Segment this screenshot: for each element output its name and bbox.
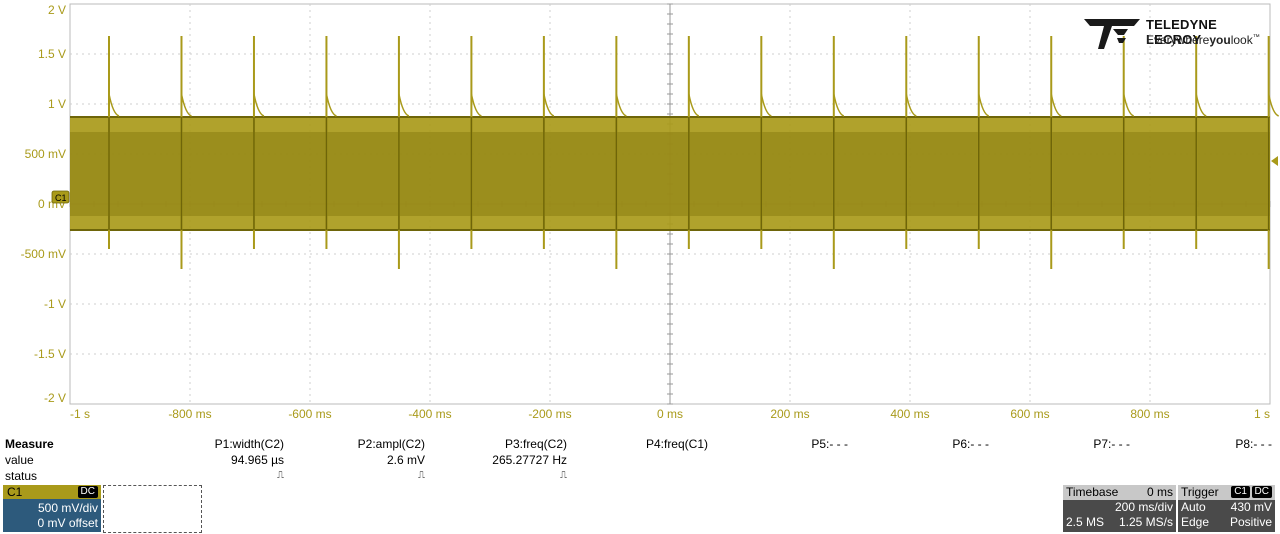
y-tick-label: -1 V [44,297,66,311]
trace-decay [1267,93,1280,117]
brand-tagline: Everywhereyoulook™ [1146,33,1260,47]
y-tick-label: -1.5 V [34,347,66,361]
measure-value-row: value 94.965 µs 2.6 mV 265.27727 Hz [0,452,1280,468]
channel-c1-descriptor[interactable]: C1 DC 500 mV/div 0 mV offset [3,485,101,532]
measure-status-row: status ⎍ ⎍ ⎍ [0,468,1280,484]
param-p2-label[interactable]: P2:ampl(C2) [357,437,425,451]
x-tick-label: -200 ms [528,407,571,421]
trace-decay [1195,93,1207,117]
measure-header-row: Measure P1:width(C2) P2:ampl(C2) P3:freq… [0,436,1280,452]
param-p4-label[interactable]: P4:freq(C1) [645,437,708,451]
param-p1-label[interactable]: P1:width(C2) [214,437,284,451]
trace-decay [1122,93,1135,117]
trace-decay [978,93,990,117]
param-p1-value: 94.965 µs [231,453,284,467]
trigger-type: Edge [1181,515,1210,529]
param-p5-label[interactable]: P5:- - - [811,437,848,451]
trigger-title: Trigger [1181,485,1219,499]
y-tick-label: 1.5 V [38,47,66,61]
x-tick-label: 800 ms [1130,407,1169,421]
x-tick-label: 0 ms [657,407,683,421]
x-tick-label: 200 ms [770,407,809,421]
x-tick-label: -800 ms [168,407,211,421]
timebase-delay: 0 ms [1146,485,1173,499]
trace-decay [398,93,410,117]
x-tick-label: 600 ms [1010,407,1049,421]
trace-decay [760,93,772,117]
x-axis-labels: -1 s -800 ms -600 ms -400 ms -200 ms 0 ms 200 … [70,407,1270,421]
measure-title: Measure [5,437,54,451]
trigger-coupling-badge: DC [1251,486,1272,498]
trace-decay [108,93,120,117]
timebase-samples: 2.5 MS [1066,515,1105,529]
trigger-slope: Positive [1229,515,1272,529]
channel-coupling-badge: DC [77,486,98,498]
y-tick-label: 1 V [48,97,66,111]
c1-waveform-trace [70,36,1280,269]
trace-decay [253,93,265,117]
param-p8-label[interactable]: P8:- - - [1235,437,1272,451]
y-tick-label: 500 mV [25,147,66,161]
x-tick-label: -1 s [70,407,90,421]
trace-dense-band [70,132,1270,216]
trace-decay [833,93,845,117]
timebase-tdiv: 200 ms/div [1114,500,1173,514]
timebase-sample-rate: 1.25 MS/s [1118,515,1173,529]
trace-decay [688,93,700,117]
timebase-title: Timebase [1066,485,1119,499]
channel-name: C1 [7,485,23,499]
trace-decay [470,93,482,117]
x-tick-label: -400 ms [408,407,451,421]
y-tick-label: 2 V [48,3,66,17]
channel-c1-ground-marker[interactable]: C1 [51,190,70,204]
value-row-label: value [5,453,34,467]
trace-decay [325,93,337,117]
x-tick-label: 400 ms [890,407,929,421]
param-p1-status-icon: ⎍ [277,470,284,481]
empty-descriptor-slot[interactable] [103,485,202,533]
channel-offset: 0 mV offset [37,516,98,530]
x-tick-label: -600 ms [288,407,331,421]
trigger-mode: Auto [1181,500,1206,514]
channel-vdiv: 500 mV/div [37,501,98,515]
trigger-level: 430 mV [1230,500,1272,514]
param-p7-label[interactable]: P7:- - - [1093,437,1130,451]
param-p3-value: 265.27727 Hz [492,453,567,467]
trace-decay [615,93,627,117]
trace-decay [543,93,555,117]
trigger-level-marker[interactable] [1271,156,1278,166]
measure-table: Measure P1:width(C2) P2:ampl(C2) P3:freq… [0,436,1280,484]
trace-decay [905,93,917,117]
trigger-source-badge: C1 [1231,486,1250,498]
param-p3-status-icon: ⎍ [560,470,567,481]
lecroy-mark-icon [1084,19,1140,49]
param-p2-status-icon: ⎍ [418,470,425,481]
timebase-descriptor[interactable]: Timebase 0 ms 200 ms/div 2.5 MS 1.25 MS/… [1063,485,1176,532]
param-p3-label[interactable]: P3:freq(C2) [504,437,567,451]
y-tick-label: -500 mV [21,247,66,261]
channel-marker-label: C1 [55,193,67,203]
trigger-descriptor[interactable]: Trigger C1 DC Auto 430 mV Edge Positive [1178,485,1275,532]
brand-name: TELEDYNE LECROY [1146,17,1217,47]
status-row-label: status [5,469,38,483]
trace-decay [1050,93,1062,117]
teledyne-lecroy-logo: TELEDYNE LECROY Everywhereyoulook™ [1082,16,1272,50]
trace-decay [180,93,192,117]
param-p6-label[interactable]: P6:- - - [952,437,989,451]
param-p2-value: 2.6 mV [386,453,425,467]
x-tick-label: 1 s [1254,407,1270,421]
y-tick-label: -2 V [44,391,66,405]
